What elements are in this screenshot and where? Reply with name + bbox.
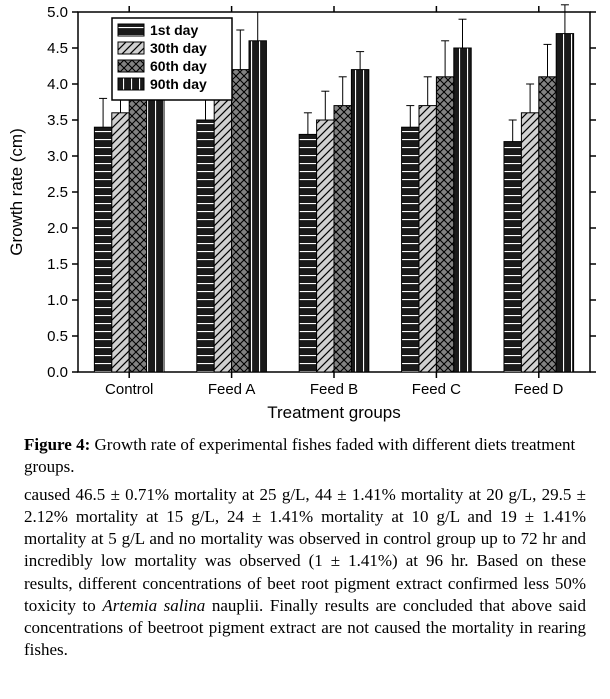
bar [299, 134, 316, 372]
svg-text:Feed D: Feed D [514, 381, 563, 398]
svg-text:30th day: 30th day [150, 40, 207, 56]
bar [214, 98, 231, 372]
svg-text:Growth rate (cm): Growth rate (cm) [7, 128, 26, 256]
svg-text:1.5: 1.5 [47, 256, 68, 273]
svg-text:60th day: 60th day [150, 58, 207, 74]
bar [147, 84, 164, 372]
svg-text:2.0: 2.0 [47, 220, 68, 237]
bar [402, 127, 419, 372]
bar [539, 77, 556, 372]
bar [436, 77, 453, 372]
bar [129, 98, 146, 372]
bar [249, 41, 266, 372]
svg-text:Control: Control [105, 381, 153, 398]
svg-text:0.0: 0.0 [47, 364, 68, 381]
svg-text:1st day: 1st day [150, 22, 198, 38]
bar [504, 142, 521, 372]
svg-text:Feed B: Feed B [310, 381, 358, 398]
figure-caption-text: Growth rate of experimental fishes faded… [24, 435, 575, 476]
figure-label: Figure 4: [24, 435, 90, 454]
bar [197, 120, 214, 372]
bar [419, 106, 436, 372]
svg-text:4.5: 4.5 [47, 40, 68, 57]
bar [351, 70, 368, 372]
svg-text:1.0: 1.0 [47, 292, 68, 309]
svg-text:5.0: 5.0 [47, 4, 68, 21]
bar [232, 70, 249, 372]
svg-text:3.5: 3.5 [47, 112, 68, 129]
figure-caption: Figure 4: Growth rate of experimental fi… [0, 430, 610, 484]
svg-text:4.0: 4.0 [47, 76, 68, 93]
svg-text:Feed A: Feed A [208, 381, 256, 398]
bar [334, 106, 351, 372]
bar [454, 48, 471, 372]
bar [94, 127, 111, 372]
bar [556, 34, 573, 372]
body-paragraph: caused 46.5 ± 0.71% mortality at 25 g/L,… [0, 484, 610, 661]
svg-text:90th day: 90th day [150, 76, 207, 92]
bar [317, 120, 334, 372]
growth-rate-chart: 0.0 0.5 1.0 1.5 2.0 2.5 3.0 3.5 4.0 4.5 5.0 Control… [0, 0, 610, 430]
svg-text:Treatment groups: Treatment groups [267, 403, 401, 422]
svg-text:Feed C: Feed C [412, 381, 461, 398]
bar [112, 113, 129, 372]
bar [521, 113, 538, 372]
svg-text:0.5: 0.5 [47, 328, 68, 345]
svg-text:3.0: 3.0 [47, 148, 68, 165]
svg-text:2.5: 2.5 [47, 184, 68, 201]
chart-svg: 0.0 0.5 1.0 1.5 2.0 2.5 3.0 3.5 4.0 4.5 5.0 Control… [0, 0, 610, 430]
